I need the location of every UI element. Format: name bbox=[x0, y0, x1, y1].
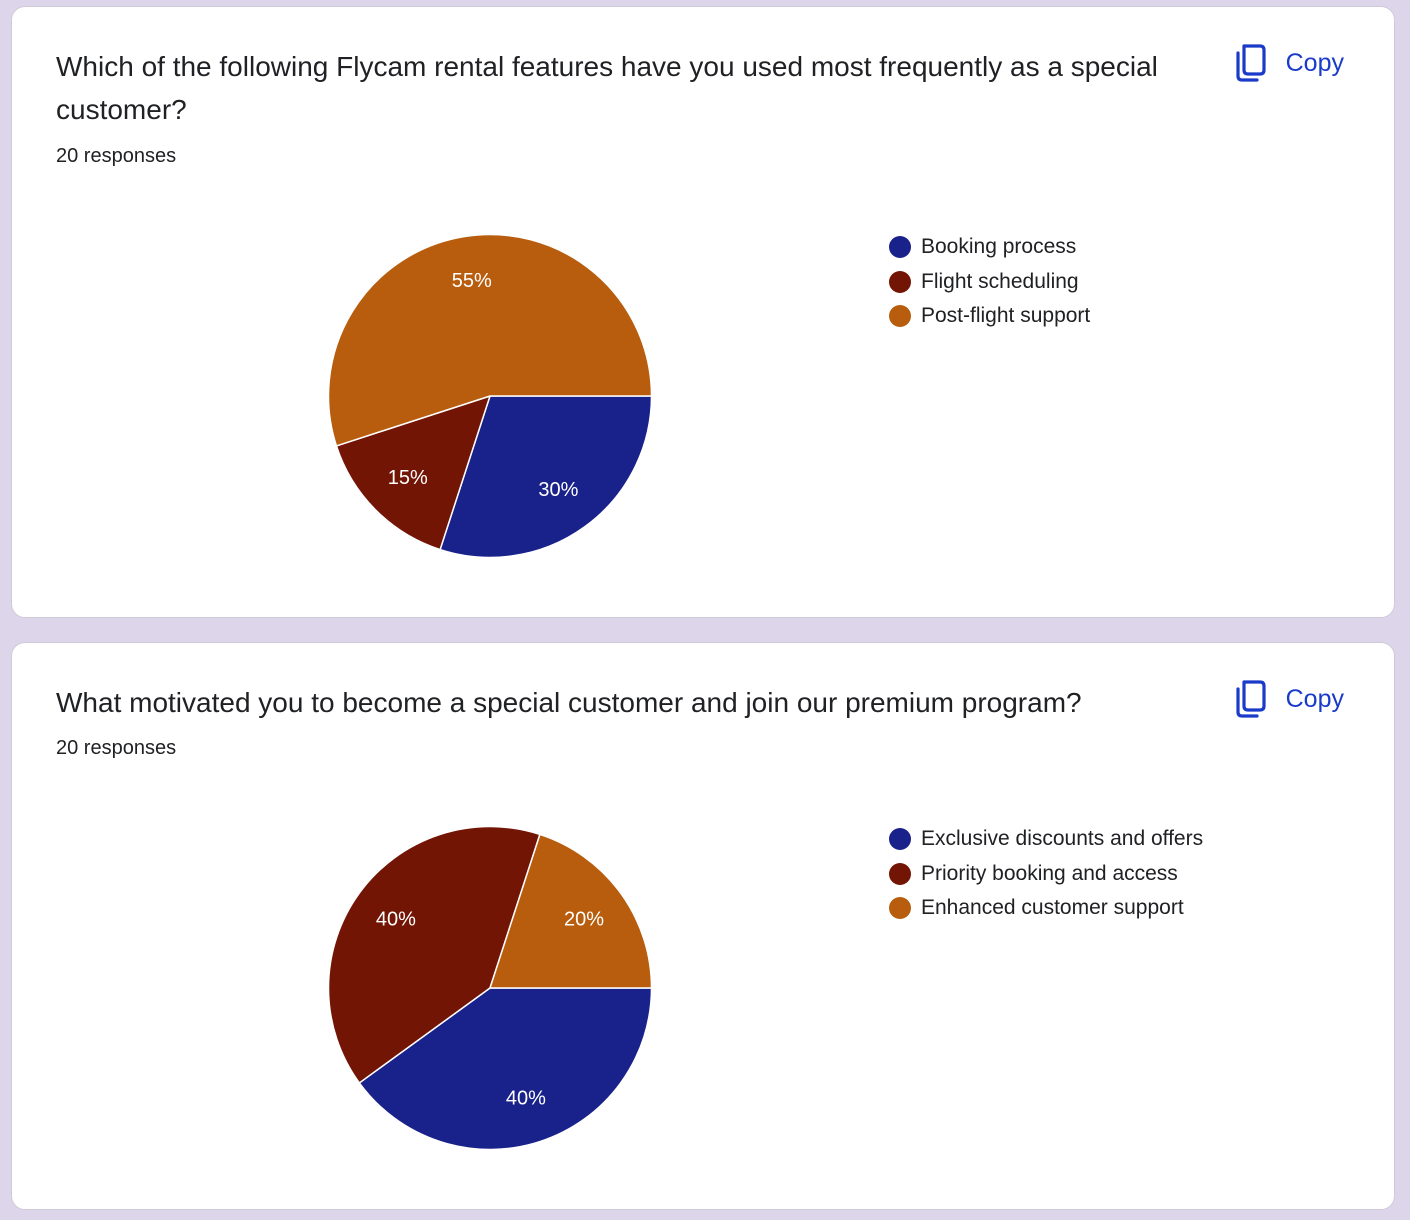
legend-label: Flight scheduling bbox=[921, 269, 1079, 293]
question-card: What motivated you to become a special c… bbox=[11, 642, 1395, 1210]
pie-slice-label: 40% bbox=[376, 909, 416, 931]
legend-label: Enhanced customer support bbox=[921, 896, 1184, 920]
legend-swatch bbox=[889, 270, 911, 293]
pie-slice-label: 30% bbox=[538, 479, 578, 501]
response-count: 20 responses bbox=[56, 737, 177, 759]
pie-slice-exclusive-discounts-and-offers[interactable] bbox=[358, 987, 653, 1151]
legend-swatch bbox=[889, 305, 911, 328]
pie-chart: 30% 15% 55% bbox=[327, 233, 653, 559]
chart-legend: Exclusive discounts and offers Priority b… bbox=[889, 822, 1203, 926]
pie-slice-flight-scheduling[interactable] bbox=[335, 395, 491, 551]
pie-chart: 40% 40% 20% bbox=[327, 825, 653, 1151]
legend-swatch bbox=[889, 828, 911, 851]
pie-slice-post-flight-support[interactable] bbox=[327, 233, 653, 447]
chart-legend: Booking process Flight scheduling Post-fli… bbox=[889, 230, 1090, 334]
legend-item-flight-scheduling[interactable]: Flight scheduling bbox=[889, 265, 1090, 300]
question-title: Which of the following Flycam rental fea… bbox=[56, 51, 1158, 125]
copy-icon bbox=[1236, 44, 1266, 82]
legend-swatch bbox=[889, 862, 911, 885]
legend-swatch bbox=[889, 897, 911, 920]
legend-label: Booking process bbox=[921, 235, 1077, 259]
copy-label: Copy bbox=[1285, 684, 1344, 713]
pie-slice-label: 20% bbox=[564, 909, 604, 931]
legend-item-exclusive-discounts-and-offers[interactable]: Exclusive discounts and offers bbox=[889, 822, 1203, 857]
pie-slice-booking-process[interactable] bbox=[439, 395, 653, 559]
pie-slice-enhanced-customer-support[interactable] bbox=[489, 833, 653, 989]
legend-item-priority-booking-and-access[interactable]: Priority booking and access bbox=[889, 857, 1203, 892]
copy-chart-button[interactable]: Copy bbox=[1234, 43, 1344, 83]
legend-label: Post-flight support bbox=[921, 304, 1091, 328]
pie-slice-label: 15% bbox=[388, 467, 428, 489]
legend-item-booking-process[interactable]: Booking process bbox=[889, 230, 1090, 265]
response-count: 20 responses bbox=[56, 145, 177, 167]
legend-label: Priority booking and access bbox=[921, 861, 1178, 885]
pie-slice-label: 40% bbox=[506, 1088, 546, 1110]
copy-label: Copy bbox=[1285, 48, 1344, 77]
copy-chart-button[interactable]: Copy bbox=[1234, 679, 1344, 719]
legend-item-post-flight-support[interactable]: Post-flight support bbox=[889, 299, 1090, 334]
legend-swatch bbox=[889, 236, 911, 259]
pie-slice-priority-booking-and-access[interactable] bbox=[327, 825, 541, 1084]
copy-icon bbox=[1236, 680, 1266, 718]
question-card: Which of the following Flycam rental fea… bbox=[11, 6, 1395, 618]
legend-item-enhanced-customer-support[interactable]: Enhanced customer support bbox=[889, 891, 1203, 926]
question-title: What motivated you to become a special c… bbox=[56, 687, 1082, 718]
legend-label: Exclusive discounts and offers bbox=[921, 827, 1204, 851]
pie-slice-label: 55% bbox=[452, 270, 492, 292]
